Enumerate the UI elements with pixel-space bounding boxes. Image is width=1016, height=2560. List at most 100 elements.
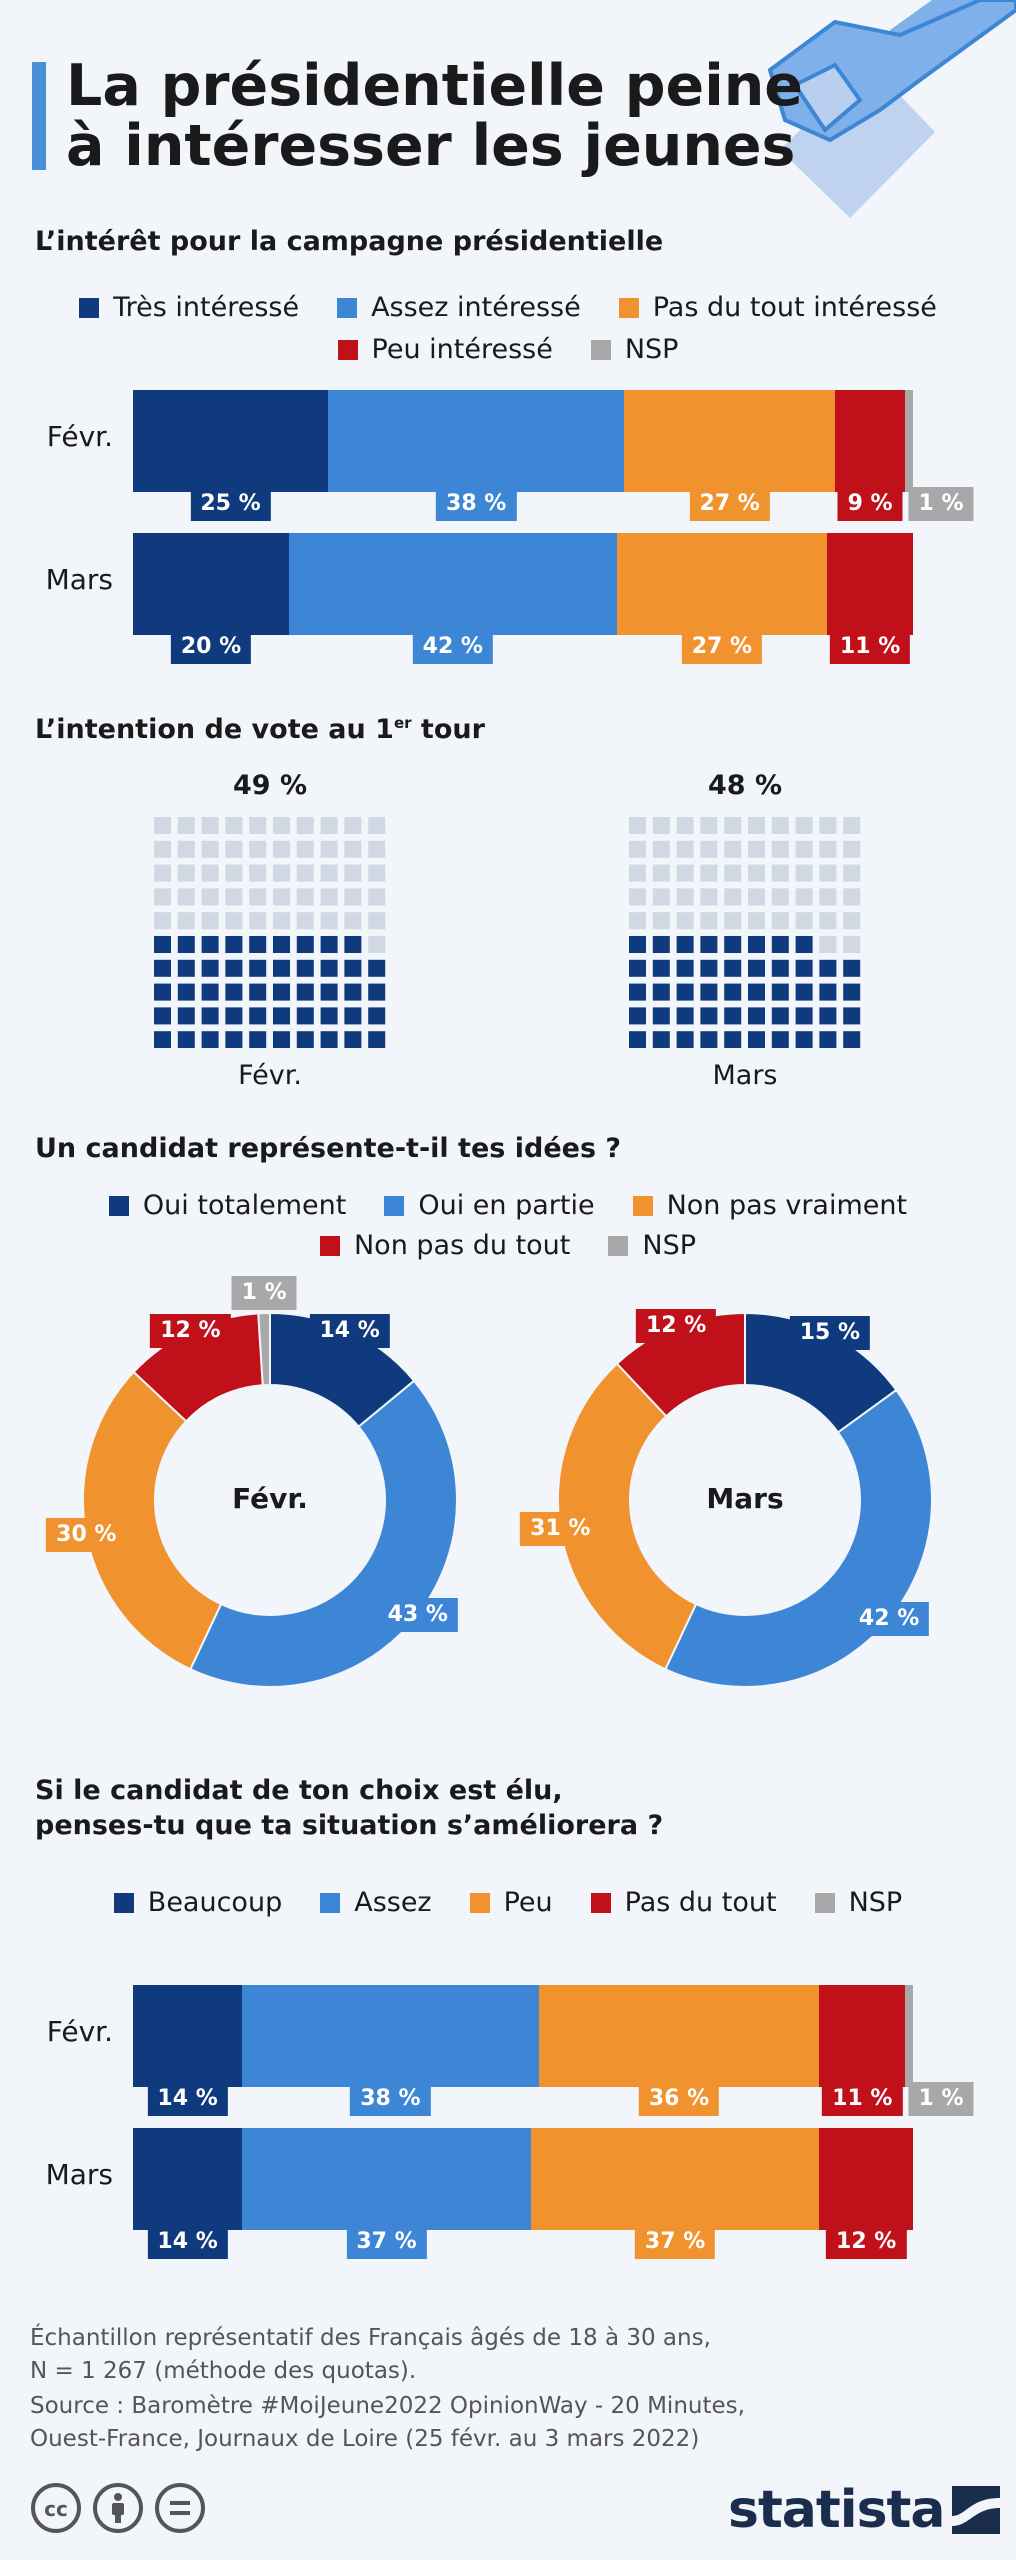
waffle-cell-filled xyxy=(748,959,766,977)
page-title-line1: La présidentielle peine xyxy=(66,53,803,119)
legend-swatch xyxy=(384,1195,405,1216)
legend-item-peu: Peu xyxy=(469,1887,553,1918)
ballot-illustration xyxy=(767,0,1016,218)
legend-swatch xyxy=(618,297,639,318)
bar-segment-pas-du-tout xyxy=(819,1985,906,2087)
legend-item-non-pas-du-tout: Non pas du tout xyxy=(319,1230,570,1261)
waffle-cell-filled xyxy=(819,1007,837,1025)
statista-logo-icon xyxy=(952,2486,1001,2534)
legend-label: Peu xyxy=(503,1887,553,1918)
waffle-cell-empty xyxy=(772,840,790,858)
waffle-cell-empty xyxy=(273,888,291,906)
waffle-cell-filled xyxy=(201,1007,219,1025)
waffle-cell-filled xyxy=(273,959,291,977)
waffle-cell-empty xyxy=(225,888,243,906)
legend-label: Pas du tout xyxy=(624,1887,777,1918)
data-label-beaucoup: 14 % xyxy=(147,2225,228,2259)
donut-slice-oui-en-partie xyxy=(189,1379,458,1688)
waffle-cell-empty xyxy=(225,840,243,858)
waffle-cell-filled xyxy=(297,1031,315,1049)
legend-swatch xyxy=(79,297,100,318)
waffle-cell-empty xyxy=(748,864,766,882)
waffle-cell-filled xyxy=(273,1031,291,1049)
waffle-cell-filled xyxy=(724,983,742,1001)
nd-icon[interactable] xyxy=(154,2482,206,2534)
statista-logo[interactable]: statista xyxy=(728,2480,1001,2540)
waffle-cell-filled xyxy=(724,959,742,977)
waffle-cell-filled xyxy=(819,1031,837,1049)
title-accent-bar xyxy=(32,62,46,170)
waffle-cell-filled xyxy=(154,1031,172,1049)
waffle-cell-filled xyxy=(676,1031,694,1049)
legend-item-pas-du-tout: Pas du tout xyxy=(590,1887,777,1918)
waffle-cell-filled xyxy=(225,983,243,1001)
legend-swatch xyxy=(814,1892,835,1913)
waffle-cell-empty xyxy=(368,840,386,858)
waffle-cell-filled xyxy=(748,983,766,1001)
data-label-pas-du-tout: 12 % xyxy=(826,2225,907,2259)
waffle-cell-filled xyxy=(629,959,647,977)
legend-swatch xyxy=(320,1892,341,1913)
waffle-cell-empty xyxy=(249,888,267,906)
waffle-cell-filled xyxy=(297,1007,315,1025)
category-label: Mars xyxy=(45,563,113,596)
waffle-cell-filled xyxy=(724,1031,742,1049)
situation-bar-chart: Févr. 14 % 38 % 36 % 11 % 1 % Mars 14 % 37 % 37 %… xyxy=(0,1960,1016,2290)
waffle-cell-empty xyxy=(724,888,742,906)
waffle-cell-filled xyxy=(629,936,647,953)
interest-bar-chart: Févr. 25 % 38 % 27 % 9 % 1 % Mars 20 % 42 % 27 % 1… xyxy=(0,380,1016,680)
waffle-cell-filled xyxy=(843,983,861,1001)
waffle-cell-filled xyxy=(201,959,219,977)
cc-icon[interactable]: cc xyxy=(30,2482,82,2534)
section-title-interest: L’intérêt pour la campagne présidentiell… xyxy=(35,226,664,257)
waffle-cell-empty xyxy=(795,912,813,930)
waffle-cell-empty xyxy=(273,817,291,834)
waffle-cell-empty xyxy=(249,912,267,930)
waffle-cell-empty xyxy=(843,912,861,930)
waffle-cell-empty xyxy=(368,912,386,930)
waffle-cell-filled xyxy=(676,936,694,953)
by-icon[interactable] xyxy=(92,2482,144,2534)
waffle-cell-filled xyxy=(772,959,790,977)
waffle-cell-filled xyxy=(178,1007,196,1025)
waffle-cell-filled xyxy=(843,1031,861,1049)
legend-swatch xyxy=(469,1892,490,1913)
waffle-cell-filled xyxy=(344,936,362,953)
bar-segment-pas-du-tout xyxy=(819,2128,913,2230)
legend-label: Assez xyxy=(354,1887,432,1918)
waffle-cell-filled xyxy=(154,959,172,977)
waffle-cell-filled xyxy=(225,936,243,953)
category-label: Févr. xyxy=(46,420,113,453)
waffle-cell-filled xyxy=(653,959,671,977)
waffle-cell-empty xyxy=(700,888,718,906)
bar-segment-pas-du-tout-interesse xyxy=(624,390,835,492)
data-label-oui-totalement: 15 % xyxy=(789,1316,871,1351)
waffle-cell-filled xyxy=(178,983,196,1001)
waffle-cell-empty xyxy=(772,864,790,882)
waffle-cell-empty xyxy=(819,840,837,858)
waffle-cell-filled xyxy=(320,936,338,953)
legend-item-assez-interesse: Assez intéressé xyxy=(337,292,581,323)
waffle-cell-empty xyxy=(368,936,386,953)
section-title-situation-line1: Si le candidat de ton choix est élu, xyxy=(35,1775,563,1806)
data-label-oui-en-partie: 42 % xyxy=(848,1602,930,1637)
data-label-tres-interesse: 20 % xyxy=(170,630,252,664)
waffle-cell-empty xyxy=(653,817,671,834)
data-label-peu-interesse: 11 % xyxy=(829,630,911,664)
data-label-assez: 37 % xyxy=(346,2225,427,2259)
waffle-cell-filled xyxy=(320,983,338,1001)
legend-ideas-row2: Non pas du tout NSP xyxy=(0,1230,1016,1261)
waffle-cell-filled xyxy=(249,936,267,953)
waffle-cell-filled xyxy=(629,983,647,1001)
waffle-cell-empty xyxy=(819,817,837,834)
ideas-donut-charts: Févr. 14 % 43 % 30 % 12 % 1 % 15 % 42 % 31 % 12 %… xyxy=(0,1270,1016,1700)
bar-segment-assez xyxy=(242,2128,531,2230)
waffle-cell-empty xyxy=(249,840,267,858)
waffle-cell-empty xyxy=(700,817,718,834)
footer-note-line2: N = 1 267 (méthode des quotas). xyxy=(30,2358,417,2384)
waffle-cell-filled xyxy=(201,1031,219,1049)
waffle-cell-empty xyxy=(772,888,790,906)
data-label-pas-du-tout: 11 % xyxy=(822,2082,903,2116)
waffle-cell-filled xyxy=(676,983,694,1001)
footer-note-line1: Échantillon représentatif des Français â… xyxy=(30,2325,711,2351)
